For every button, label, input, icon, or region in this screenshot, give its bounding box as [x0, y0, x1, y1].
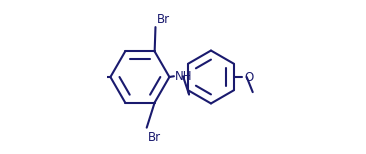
Text: O: O — [244, 71, 254, 83]
Text: Br: Br — [147, 131, 161, 144]
Text: Br: Br — [157, 13, 170, 26]
Text: NH: NH — [175, 70, 192, 83]
